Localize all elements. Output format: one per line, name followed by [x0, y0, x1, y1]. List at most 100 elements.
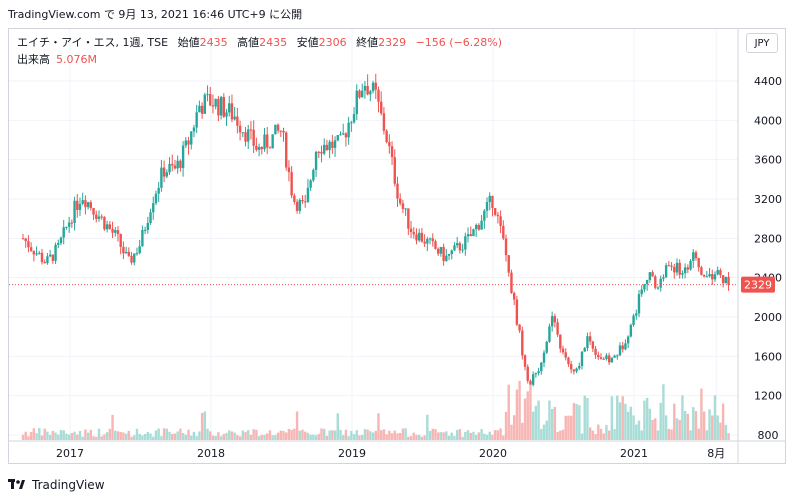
- volume-bar: [114, 430, 117, 440]
- candle-body: [347, 122, 350, 138]
- candle-body: [366, 85, 369, 95]
- candle-body: [309, 180, 312, 188]
- volume-bar: [407, 436, 410, 440]
- volume-bar: [271, 435, 274, 440]
- candle-body: [46, 256, 49, 264]
- volume-bar: [659, 402, 662, 440]
- volume-bar: [504, 411, 508, 440]
- volume-bar: [116, 431, 120, 440]
- tradingview-logo-icon: [8, 479, 26, 491]
- candle-body: [502, 225, 505, 239]
- candle-body: [388, 142, 391, 147]
- candle-body: [342, 133, 345, 135]
- candle-body: [228, 103, 231, 113]
- candle-body: [493, 208, 497, 215]
- x-tick-label: 2019: [338, 447, 366, 460]
- candle-body: [219, 96, 223, 116]
- volume-bar: [675, 418, 679, 440]
- candle-body: [122, 246, 125, 254]
- candle-body: [38, 252, 41, 254]
- candle-body: [588, 336, 592, 342]
- candle-body: [515, 299, 519, 325]
- candle-body: [290, 172, 293, 196]
- volume-bar: [423, 435, 426, 440]
- volume-bar: [290, 429, 293, 440]
- candle-body: [654, 276, 657, 288]
- candle-body: [173, 165, 177, 169]
- volume-bar: [361, 434, 364, 440]
- candle-body: [721, 275, 725, 284]
- candle-body: [230, 103, 234, 120]
- candle-body: [559, 334, 562, 349]
- candle-body: [477, 224, 481, 230]
- volume-bar: [241, 430, 245, 440]
- volume-bar: [453, 436, 456, 440]
- volume-bar: [561, 429, 565, 440]
- candle-body: [21, 238, 25, 240]
- candle-body: [613, 355, 616, 358]
- candle-body: [450, 250, 453, 254]
- candle-body: [496, 214, 500, 217]
- volume-bar: [203, 411, 207, 440]
- candle-body: [407, 208, 410, 229]
- volume-bar: [594, 434, 597, 440]
- volume-bar: [388, 430, 391, 440]
- x-tick-label: 2018: [197, 447, 225, 460]
- volume-bar: [209, 431, 212, 440]
- candle-body: [599, 357, 603, 359]
- volume-bar: [545, 420, 548, 440]
- candle-body: [152, 203, 155, 213]
- candle-body: [461, 249, 464, 251]
- volume-bar: [57, 434, 60, 440]
- volume-bar: [35, 433, 38, 440]
- volume-bar: [401, 428, 405, 440]
- candle-body: [130, 255, 133, 263]
- candle-body: [667, 265, 671, 267]
- candle-body: [521, 330, 524, 356]
- volume-bar: [222, 434, 226, 440]
- candle-body: [556, 322, 559, 335]
- candle-body: [713, 274, 717, 280]
- candle-body: [192, 127, 196, 132]
- candle-body: [382, 113, 386, 131]
- candle-body: [466, 234, 470, 237]
- volume-bar: [32, 428, 36, 440]
- volume-bar: [89, 429, 93, 440]
- currency-button[interactable]: JPY: [746, 33, 778, 53]
- volume-bar: [553, 406, 557, 440]
- candle-body: [526, 366, 529, 381]
- candle-body: [81, 200, 84, 204]
- volume-bar: [602, 433, 605, 440]
- volume-bar: [599, 428, 603, 440]
- volume-bar: [415, 434, 418, 440]
- volume-bar: [59, 430, 63, 440]
- volume-bar: [247, 430, 250, 440]
- candle-body: [371, 82, 375, 92]
- volume-bar: [179, 428, 182, 440]
- volume-bar: [279, 430, 282, 440]
- candle-body: [111, 228, 114, 233]
- volume-bar: [162, 428, 166, 440]
- candle-body: [567, 357, 570, 364]
- y-tick-label: 1600: [754, 350, 782, 363]
- candle-body: [540, 362, 543, 372]
- volume-bar: [130, 436, 133, 440]
- candle-body: [586, 336, 589, 348]
- volume-bar: [702, 411, 706, 440]
- candle-body: [149, 212, 152, 223]
- volume-bar: [287, 428, 291, 440]
- candle-body: [455, 243, 459, 246]
- candle-body: [635, 313, 638, 316]
- volume-bar: [645, 397, 649, 440]
- volume-bar: [662, 384, 665, 440]
- volume-bar: [143, 434, 147, 440]
- candle-body: [336, 135, 339, 141]
- candle-body: [331, 141, 334, 148]
- volume-bar: [138, 433, 141, 440]
- volume-bar: [681, 395, 684, 440]
- candle-body: [48, 254, 52, 257]
- candle-body: [719, 270, 722, 276]
- volume-bar: [43, 428, 46, 440]
- candle-body: [518, 324, 521, 331]
